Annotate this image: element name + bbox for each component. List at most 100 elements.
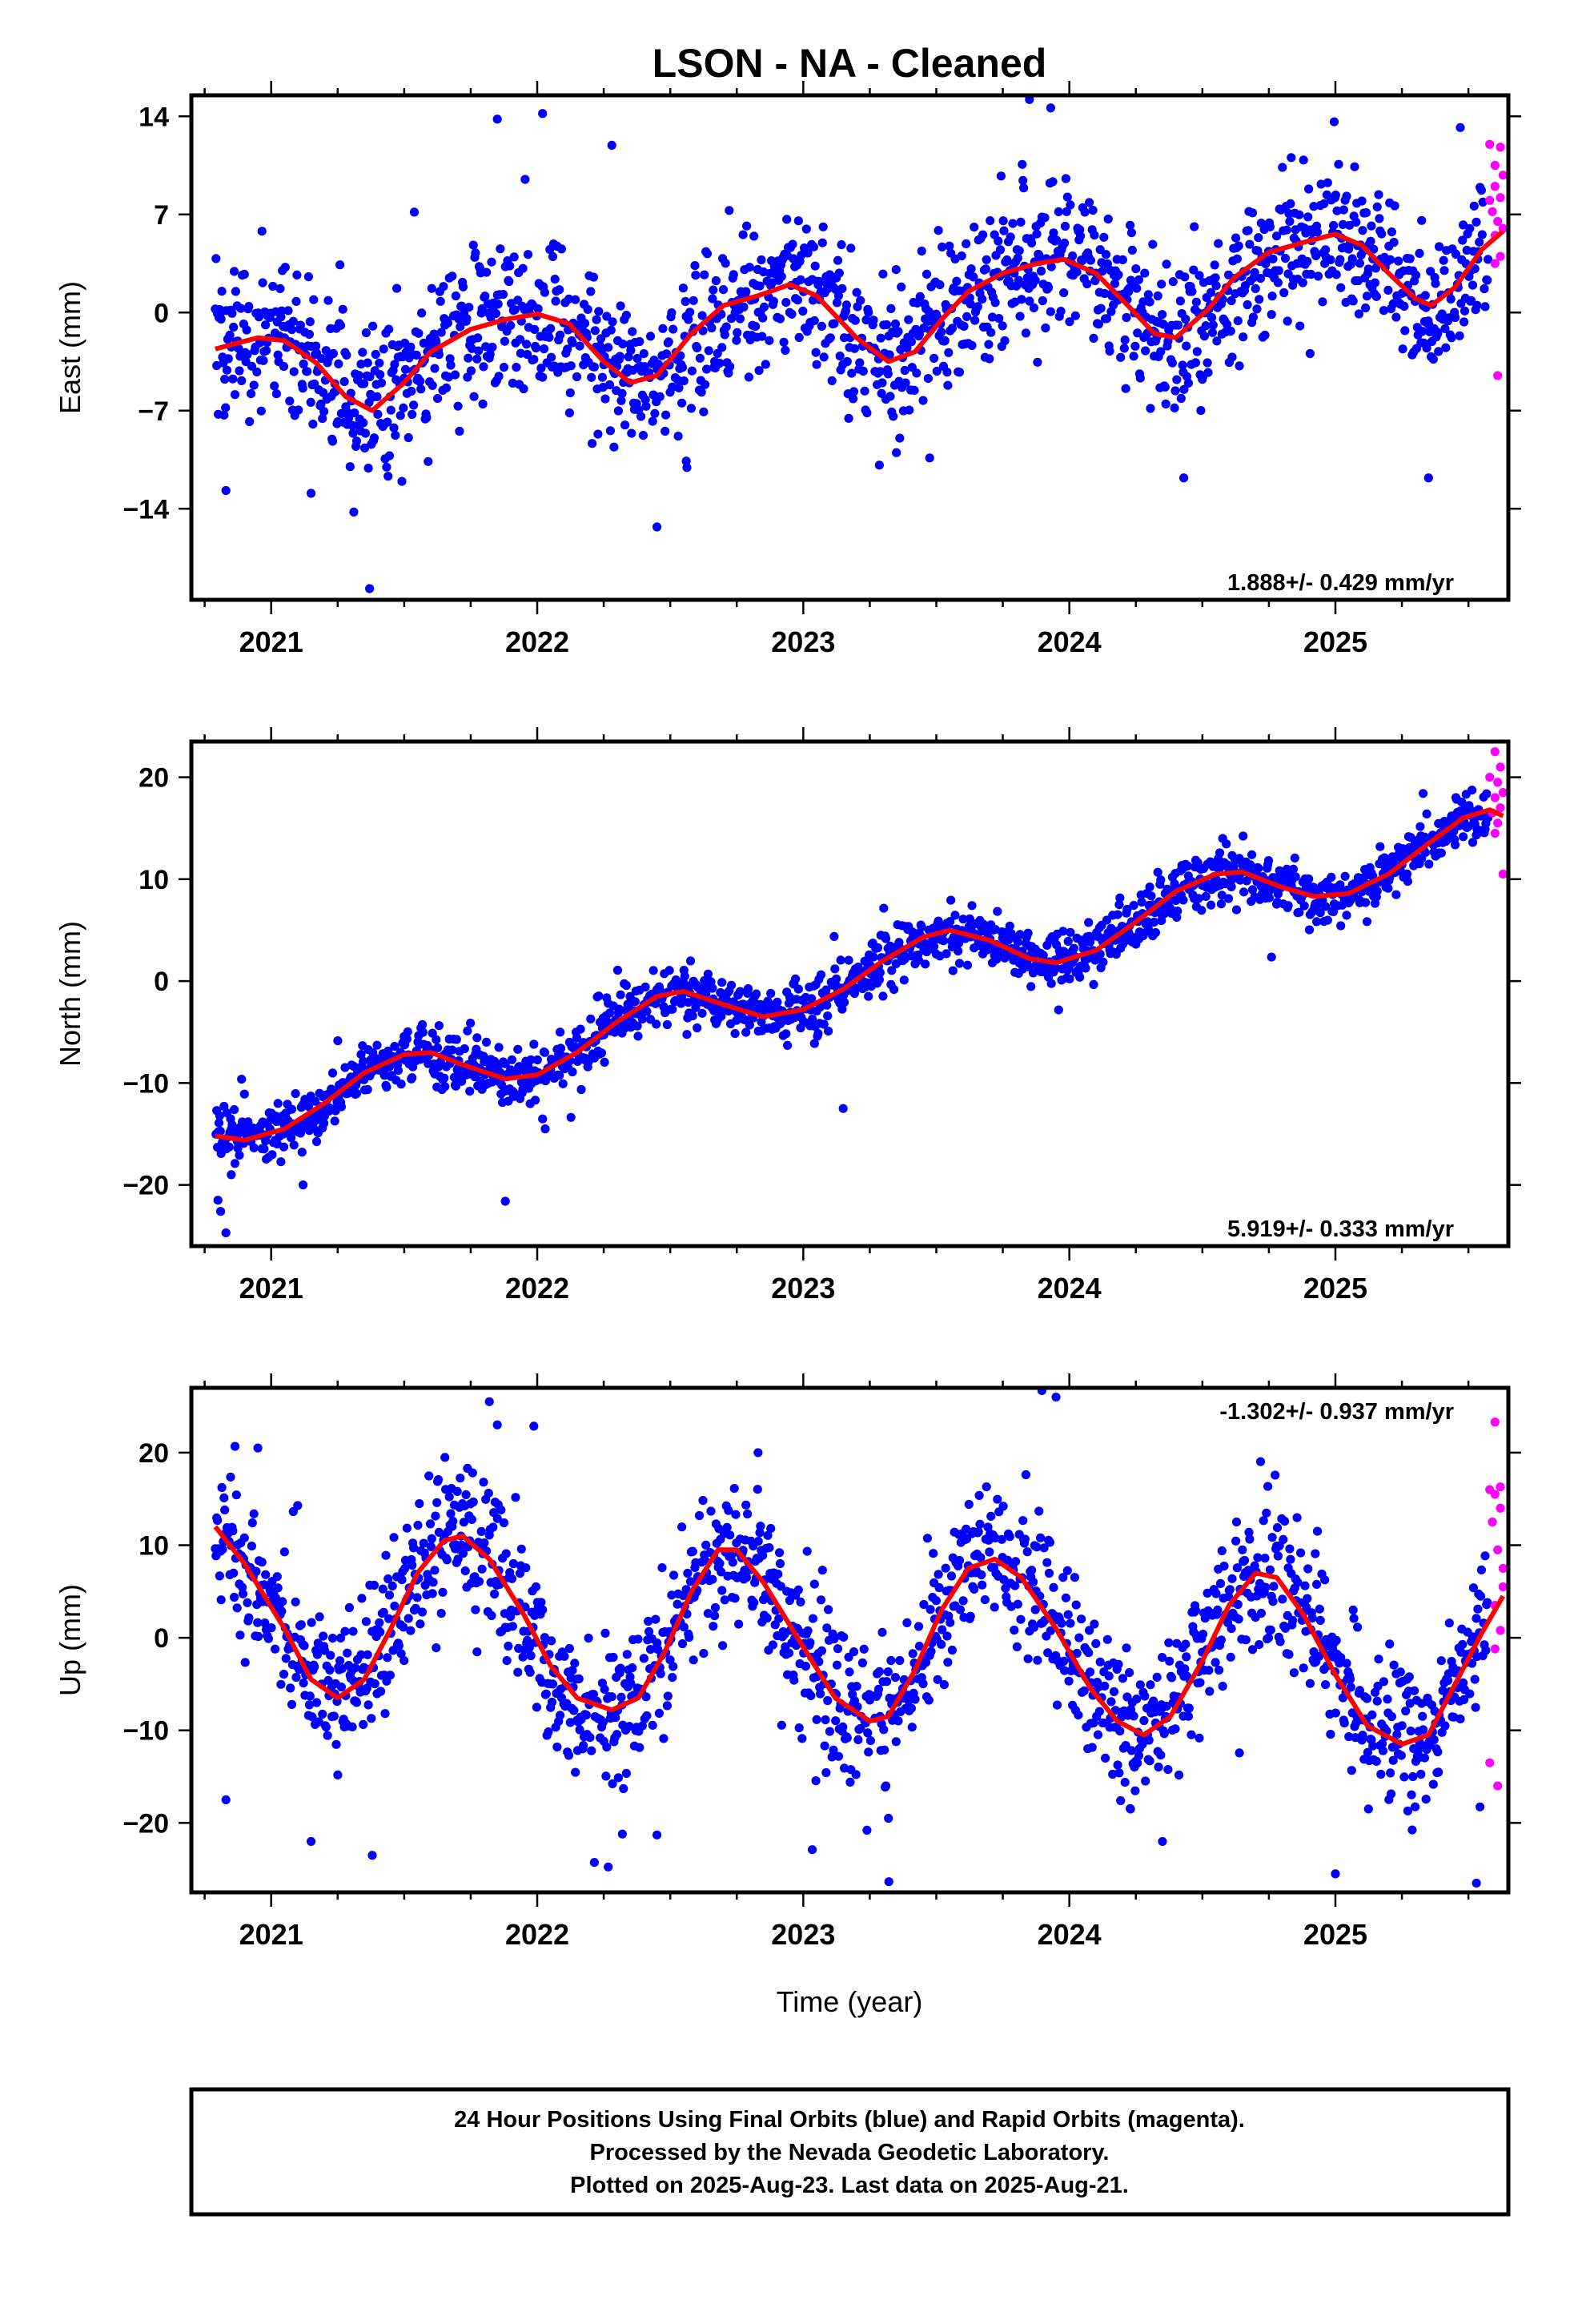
final-orbit-point (926, 1605, 935, 1614)
final-orbit-point (1215, 1578, 1226, 1588)
final-orbit-point (318, 414, 327, 424)
final-orbit-point (286, 1683, 295, 1693)
final-orbit-point (227, 1170, 236, 1180)
x-tick-label: 2025 (1303, 1272, 1367, 1305)
final-orbit-point (1178, 473, 1189, 483)
final-orbit-point (846, 243, 856, 253)
final-orbit-point (1029, 1622, 1038, 1632)
final-orbit-point (215, 1207, 226, 1216)
final-orbit-point (715, 359, 725, 368)
final-orbit-point (784, 1648, 794, 1658)
final-orbit-point (830, 964, 840, 974)
final-orbit-point (855, 358, 865, 368)
final-orbit-point (751, 989, 761, 999)
final-orbit-point (1388, 1755, 1398, 1765)
x-tick-label: 2021 (239, 625, 303, 658)
final-orbit-point (596, 1048, 607, 1058)
final-orbit-point (304, 1700, 314, 1710)
final-orbit-point (516, 1544, 526, 1554)
rapid-orbit-point (1496, 251, 1505, 261)
final-orbit-point (304, 329, 314, 340)
final-orbit-point (1443, 1669, 1453, 1679)
final-orbit-point (1441, 343, 1451, 352)
final-orbit-point (1038, 296, 1047, 306)
final-orbit-point (1451, 312, 1460, 323)
final-orbit-point (251, 1566, 261, 1576)
final-orbit-point (239, 1089, 249, 1099)
final-orbit-point (1090, 275, 1100, 286)
final-orbit-point (966, 1611, 975, 1621)
final-orbit-point (556, 1711, 565, 1720)
final-orbit-point (536, 364, 546, 373)
final-orbit-point (607, 1692, 616, 1702)
final-orbit-point (246, 389, 256, 399)
final-orbit-point (311, 1698, 322, 1707)
final-orbit-point (351, 436, 362, 446)
final-orbit-point (533, 304, 543, 314)
final-orbit-point (741, 287, 751, 296)
final-orbit-point (996, 171, 1006, 181)
final-orbit-point (609, 442, 619, 452)
final-orbit-point (287, 324, 297, 335)
final-orbit-point (271, 1644, 280, 1654)
final-orbit-point (658, 324, 668, 333)
final-orbit-point (794, 1723, 804, 1733)
final-orbit-point (488, 1522, 498, 1532)
final-orbit-point (1100, 1681, 1110, 1691)
final-orbit-point (1140, 268, 1150, 278)
final-orbit-point (1306, 269, 1315, 279)
final-orbit-point (571, 295, 580, 304)
final-orbit-point (413, 1521, 423, 1530)
final-orbit-point (1033, 357, 1042, 367)
final-orbit-point (216, 1595, 226, 1605)
final-orbit-point (381, 1550, 391, 1560)
final-orbit-point (1046, 262, 1056, 271)
final-orbit-point (1315, 908, 1325, 918)
final-orbit-point (1235, 875, 1245, 885)
final-orbit-point (1070, 1573, 1079, 1582)
final-orbit-point (276, 1157, 286, 1167)
final-orbit-point (913, 1622, 924, 1631)
final-orbit-point (1066, 927, 1075, 937)
final-orbit-point (677, 1522, 687, 1532)
final-orbit-point (432, 1035, 441, 1044)
final-orbit-point (1086, 255, 1095, 265)
final-orbit-point (1141, 1776, 1150, 1786)
final-orbit-point (950, 911, 960, 920)
final-orbit-point (1020, 1534, 1030, 1544)
final-orbit-point (1410, 1686, 1419, 1695)
final-orbit-point (257, 1558, 267, 1567)
final-orbit-point (608, 1652, 618, 1663)
final-orbit-point (1235, 361, 1244, 371)
final-orbit-point (874, 460, 884, 470)
final-orbit-point (224, 1142, 234, 1152)
final-orbit-point (383, 1574, 393, 1584)
final-orbit-point (1238, 1545, 1247, 1554)
final-orbit-point (1165, 1656, 1174, 1666)
final-orbit-point (1363, 1804, 1373, 1814)
final-orbit-point (665, 966, 674, 975)
final-orbit-point (342, 350, 351, 360)
final-orbit-point (958, 915, 968, 924)
final-orbit-point (508, 1558, 518, 1569)
final-orbit-point (571, 1767, 580, 1777)
final-orbit-point (1164, 1638, 1174, 1647)
final-orbit-point (1150, 927, 1160, 938)
final-orbit-point (277, 306, 287, 316)
final-orbit-point (1298, 278, 1307, 287)
final-orbit-point (957, 251, 966, 261)
final-orbit-point (1451, 840, 1460, 850)
final-orbit-point (1422, 809, 1431, 819)
rapid-orbit-point (1490, 828, 1500, 838)
final-orbit-point (674, 383, 684, 392)
final-orbit-point (1163, 1765, 1173, 1775)
final-orbit-point (529, 355, 539, 364)
final-orbit-point (299, 359, 308, 369)
final-orbit-point (1300, 1581, 1310, 1590)
final-orbit-point (448, 1045, 457, 1055)
final-orbit-point (1023, 1654, 1033, 1663)
final-orbit-point (523, 1635, 532, 1646)
final-orbit-point (1203, 358, 1212, 368)
final-orbit-point (1273, 278, 1283, 287)
final-orbit-point (939, 1680, 949, 1690)
